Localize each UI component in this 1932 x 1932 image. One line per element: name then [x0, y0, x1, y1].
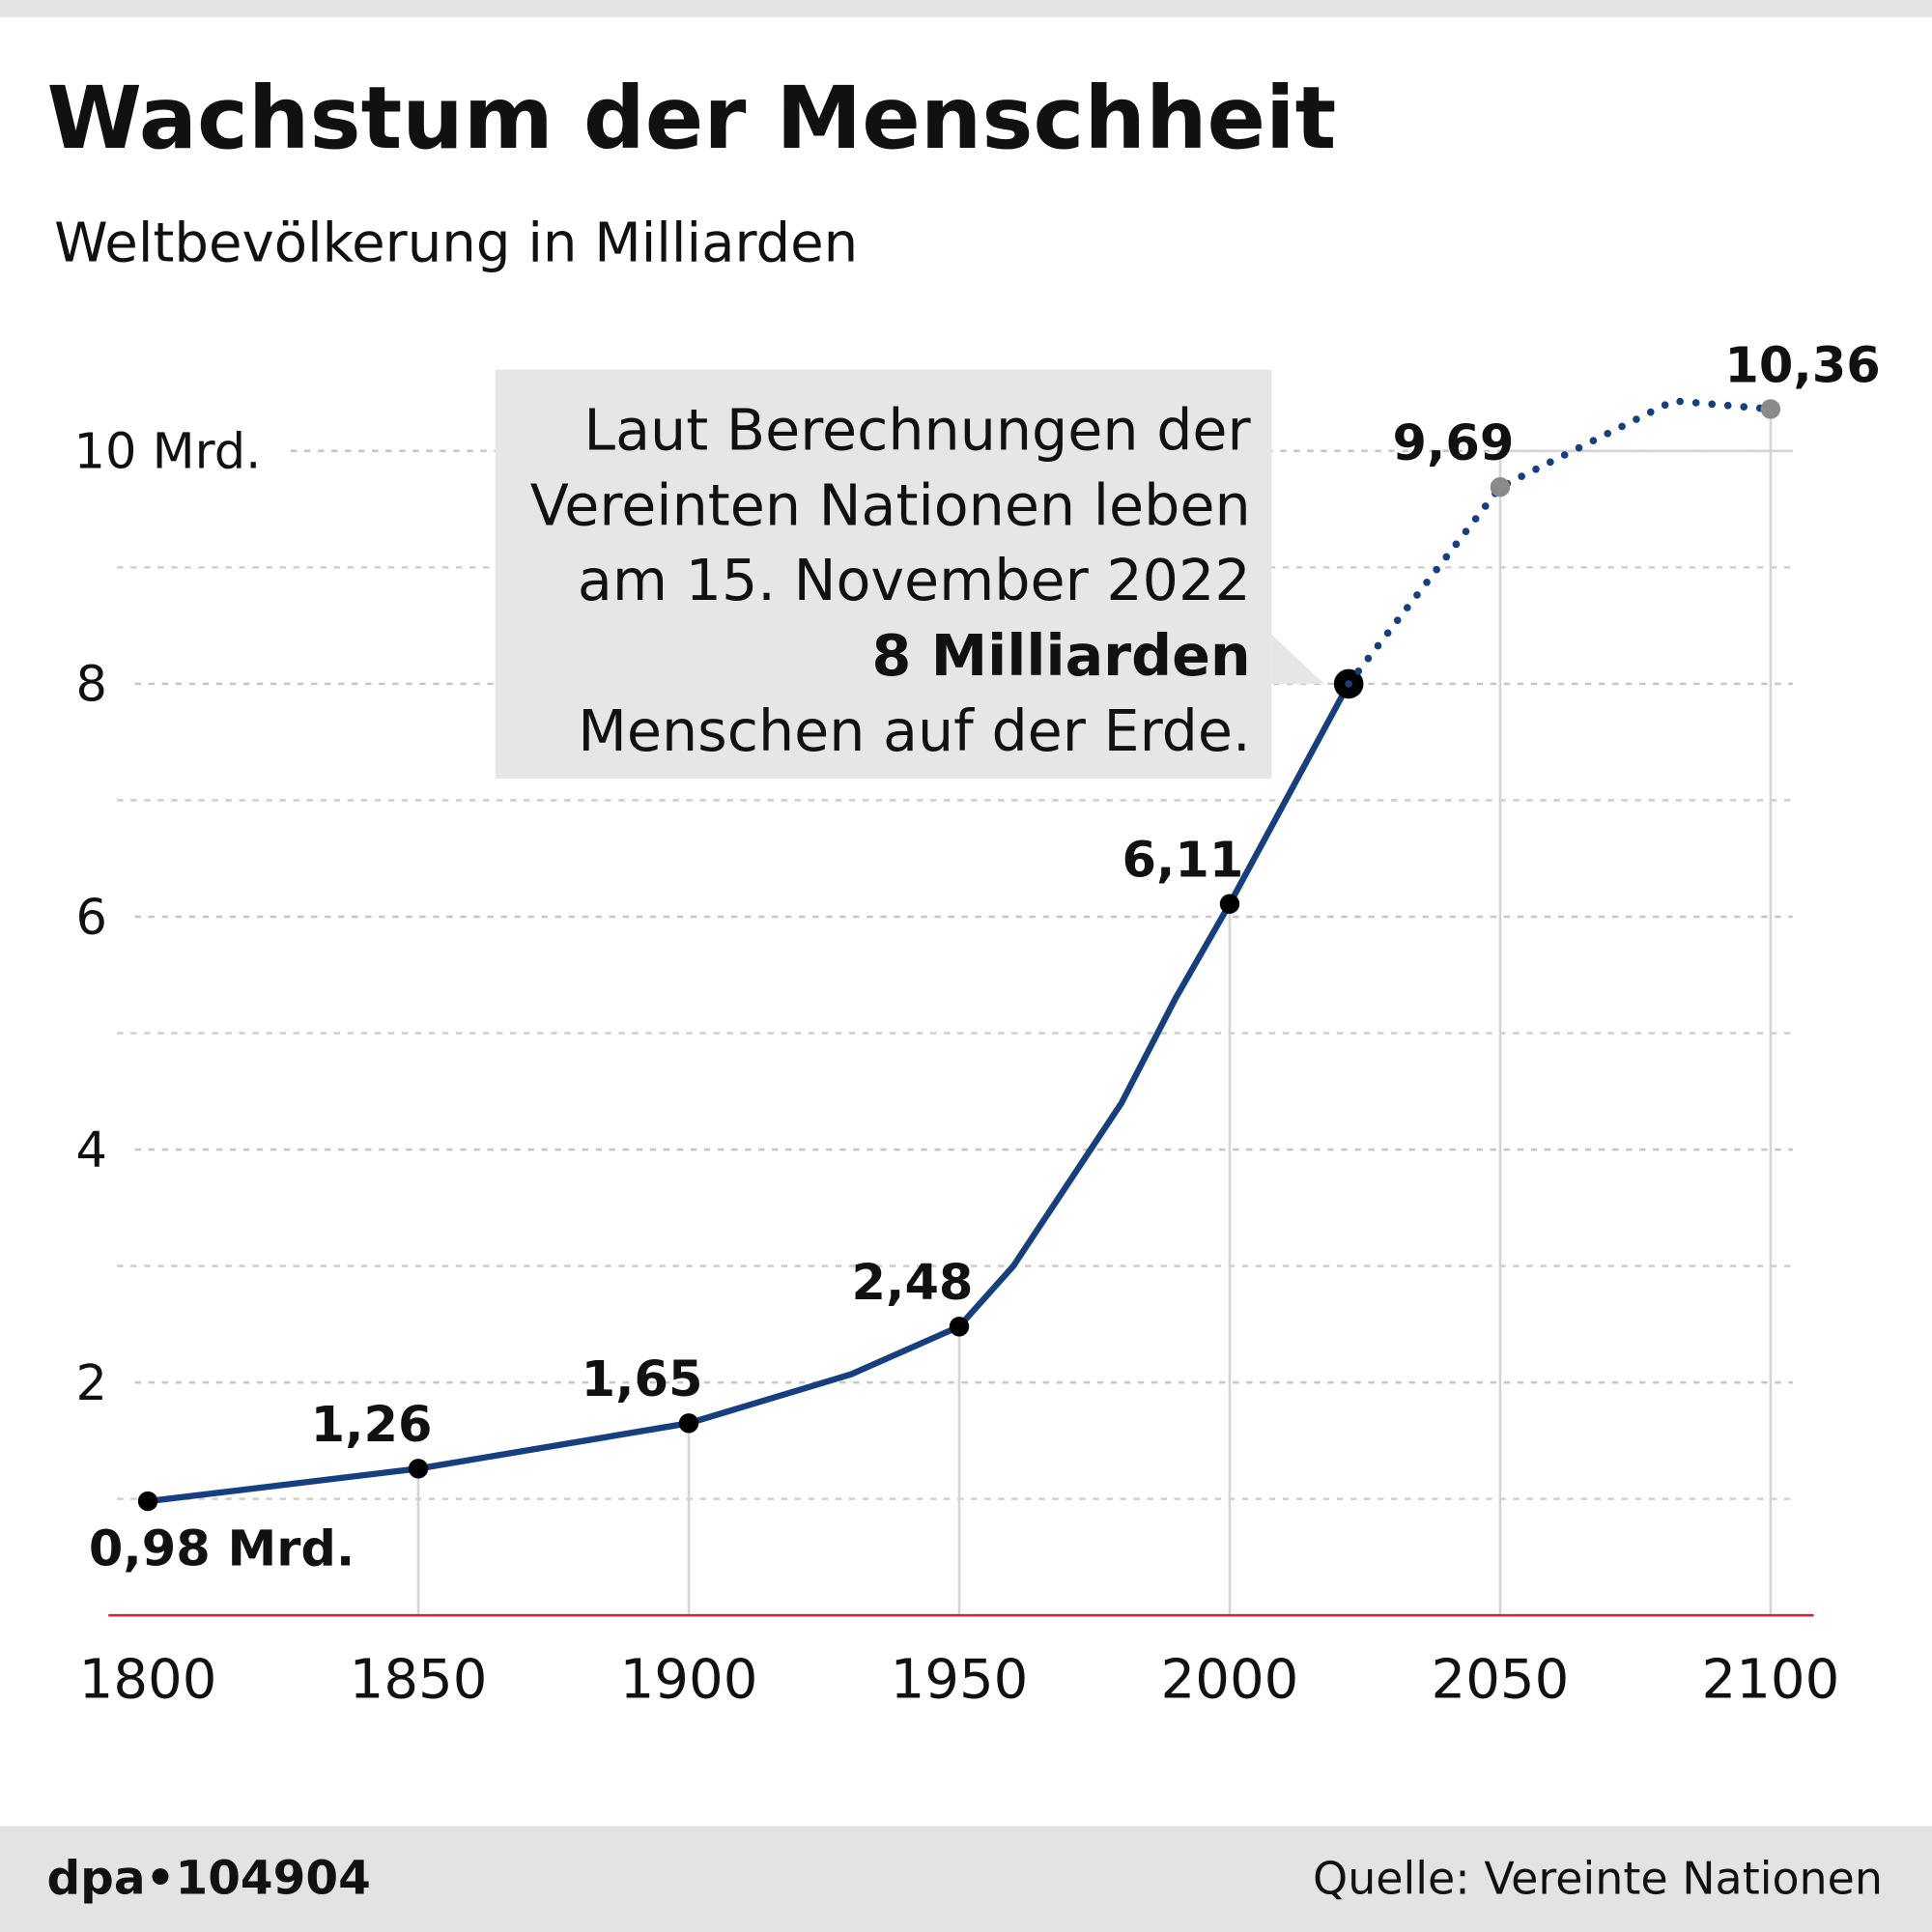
- y-tick-label: 4: [76, 1122, 107, 1179]
- chart-title: Wachstum der Menschheit: [46, 69, 1336, 169]
- value-label: 6,11: [1122, 833, 1244, 890]
- data-point: [1219, 894, 1240, 914]
- x-tick-label: 2100: [1702, 1649, 1840, 1712]
- y-tick-label: 2: [76, 1355, 107, 1412]
- annotation-text: am 15. November 2022: [578, 548, 1251, 613]
- x-tick-label: 1850: [350, 1649, 488, 1712]
- y-tick-label: 10 Mrd.: [74, 424, 262, 481]
- data-point: [1760, 399, 1781, 419]
- annotation-box: [495, 369, 1272, 780]
- top-strip: [0, 0, 1932, 17]
- footer-band: [0, 1826, 1932, 1932]
- data-point: [137, 1491, 158, 1512]
- x-tick-label: 1950: [891, 1649, 1029, 1712]
- annotation-highlight: 8 Milliarden: [872, 623, 1251, 689]
- data-point: [1490, 476, 1511, 497]
- x-tick-label: 1900: [620, 1649, 758, 1712]
- x-tick-label: 1800: [79, 1649, 217, 1712]
- footer-source: Quelle: Vereinte Nationen: [1313, 1852, 1883, 1904]
- y-tick-label: 6: [76, 890, 107, 947]
- value-label: 1,65: [582, 1351, 703, 1408]
- annotation-pointer: [1271, 634, 1324, 684]
- footer-credit: dpa•104904: [46, 1851, 370, 1905]
- annotation-text: Vereinten Nationen leben: [530, 472, 1251, 538]
- value-label: 9,69: [1393, 415, 1515, 472]
- y-tick-label: 8: [76, 657, 107, 714]
- value-label: 0,98 Mrd.: [89, 1520, 355, 1577]
- x-tick-label: 2050: [1432, 1649, 1570, 1712]
- data-point: [678, 1413, 699, 1434]
- annotation-text: Laut Berechnungen der: [583, 398, 1251, 464]
- annotation-text: Menschen auf der Erde.: [578, 698, 1250, 764]
- chart-subtitle: Weltbevölkerung in Milliarden: [54, 212, 858, 274]
- series-line: [147, 682, 1351, 1505]
- value-label: 1,26: [311, 1397, 433, 1454]
- data-point: [949, 1317, 970, 1337]
- value-label: 10,36: [1724, 337, 1880, 394]
- data-point: [408, 1459, 429, 1479]
- value-label: 2,48: [852, 1255, 974, 1312]
- x-tick-label: 2000: [1161, 1649, 1299, 1712]
